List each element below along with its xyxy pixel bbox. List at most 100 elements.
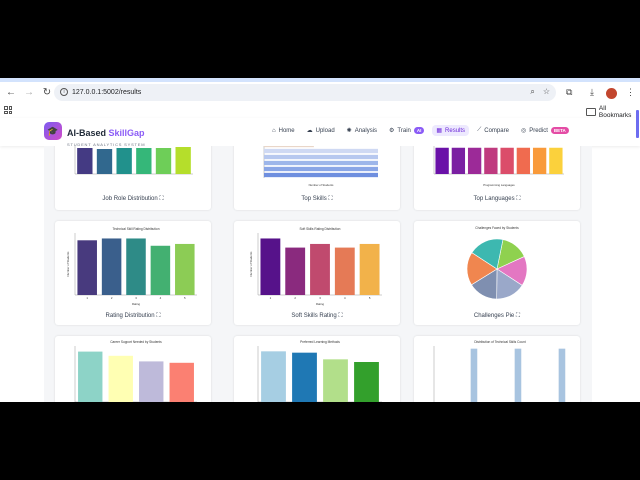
caption-top-skills[interactable]: Top Skills ⛶ xyxy=(234,196,400,203)
apps-grid-icon[interactable] xyxy=(4,106,12,114)
all-bookmarks[interactable]: All Bookmarks xyxy=(586,105,640,119)
bar xyxy=(77,148,93,174)
bar xyxy=(354,362,379,402)
predict-icon: ◎ xyxy=(520,128,527,134)
bar xyxy=(467,147,482,174)
home-icon: ⌂ xyxy=(272,127,276,134)
address-bar-row: ← → ↻ i 127.0.0.1:5002/results ⌕ ☆ ⧉ ⤓ ⋮ xyxy=(0,82,640,103)
card-career-support: Career Support Needed by Students xyxy=(55,336,211,402)
back-icon[interactable]: ← xyxy=(6,87,16,98)
forward-icon[interactable]: → xyxy=(24,87,34,98)
y-axis-label: Number of Students xyxy=(66,251,70,276)
folder-icon xyxy=(586,108,596,116)
nav-item-predict[interactable]: ◎ Predict BETA xyxy=(517,125,573,136)
zoom-icon[interactable]: ⌕ xyxy=(530,87,535,96)
all-bookmarks-label: All Bookmarks xyxy=(598,105,632,119)
nav-item-results[interactable]: ▦ Results xyxy=(432,125,470,136)
caption-job-role[interactable]: Job Role Distribution ⛶ xyxy=(55,196,211,203)
chart-title: Career Support Needed by Students xyxy=(110,340,162,344)
browser-window: ← → ↻ i 127.0.0.1:5002/results ⌕ ☆ ⧉ ⤓ ⋮… xyxy=(0,78,640,402)
tick-label: 3 xyxy=(135,296,137,300)
expand-icon[interactable]: ⛶ xyxy=(338,313,343,319)
chart-title: Soft Skills Rating Distribution xyxy=(300,227,341,231)
graduation-cap-icon[interactable]: 🎓 xyxy=(44,122,62,140)
nav-label: Analysis xyxy=(354,127,378,134)
top-languages-chart: Programming Languages xyxy=(424,146,570,188)
nav-label: Compare xyxy=(484,127,509,134)
nav-item-home[interactable]: ⌂ Home xyxy=(268,125,299,136)
tick-label: 4 xyxy=(344,296,346,300)
address-input[interactable]: i 127.0.0.1:5002/results ⌕ ☆ xyxy=(54,84,556,101)
card-top-skills: Number of Students Top Skills ⛶ xyxy=(234,146,400,210)
bar xyxy=(310,243,330,295)
x-axis-label: Number of Students xyxy=(309,183,334,187)
bar xyxy=(264,154,378,160)
profile-avatar[interactable] xyxy=(606,88,617,99)
nav-badge: AI xyxy=(413,127,425,134)
job-role-label: Job Role Distribution xyxy=(102,196,158,202)
bar xyxy=(150,245,171,295)
expand-icon[interactable]: ⛶ xyxy=(159,196,164,202)
bar xyxy=(549,147,563,174)
card-learning-methods: Preferred Learning Methods xyxy=(234,336,400,402)
nav-label: Results xyxy=(445,127,466,134)
nav-badge: BETA xyxy=(550,127,569,134)
challenges-chart: Challenges Faced by Students xyxy=(422,223,572,307)
card-rating: Technical Skill Rating Distribution 1 2 3 4 5… xyxy=(55,221,211,325)
rating-chart: Technical Skill Rating Distribution 1 2 3 4 5… xyxy=(63,223,203,307)
bar xyxy=(175,147,191,174)
nav-item-compare[interactable]: ⟋ Compare xyxy=(473,125,513,136)
expand-icon[interactable]: ⛶ xyxy=(515,313,521,319)
tick-label: 1 xyxy=(86,296,88,300)
bookmark-star-icon[interactable]: ☆ xyxy=(542,87,550,96)
top-languages-label: Top Languages xyxy=(473,196,515,202)
cloud-upload-icon: ☁ xyxy=(306,128,313,134)
bar xyxy=(500,147,514,174)
bar xyxy=(108,355,133,402)
brain-icon: ✺ xyxy=(346,128,352,134)
x-axis-label: Programming Languages xyxy=(483,183,515,187)
url-text: 127.0.0.1:5002/results xyxy=(72,89,142,96)
scrollbar[interactable] xyxy=(636,110,639,138)
tick-label: 2 xyxy=(111,296,113,300)
menu-dots-icon[interactable]: ⋮ xyxy=(626,87,635,97)
card-top-languages: Programming Languages Top Languages ⛶ xyxy=(414,146,580,210)
histogram-bar xyxy=(558,348,566,402)
bar xyxy=(264,160,378,166)
soft-skills-label: Soft Skills Rating xyxy=(291,313,337,319)
reload-icon[interactable]: ↻ xyxy=(42,87,52,98)
nav-label: Predict xyxy=(529,127,548,134)
chart-title: Preferred Learning Methods xyxy=(300,340,340,344)
expand-icon[interactable]: ⛶ xyxy=(156,313,161,319)
bar xyxy=(260,238,281,295)
robot-icon: ⚙ xyxy=(389,128,395,134)
download-icon[interactable]: ⤓ xyxy=(590,87,594,97)
nav-label: Train xyxy=(397,127,411,134)
bookmarks-bar: All Bookmarks xyxy=(0,103,640,119)
caption-challenges[interactable]: Challenges Pie ⛶ xyxy=(414,313,580,320)
nav-item-train[interactable]: ⚙ Train AI xyxy=(385,125,428,136)
brand[interactable]: AI-Based SkillGap STUDENT ANALYTICS SYST… xyxy=(67,123,145,147)
histogram-bar xyxy=(514,348,522,402)
tick-label: 3 xyxy=(319,296,321,300)
expand-icon[interactable]: ⛶ xyxy=(516,196,521,202)
bar xyxy=(126,238,146,295)
bar xyxy=(78,351,103,402)
site-info-icon[interactable]: i xyxy=(60,88,68,96)
nav-label: Home xyxy=(278,127,295,134)
caption-top-languages[interactable]: Top Languages ⛶ xyxy=(414,196,580,203)
nav-item-upload[interactable]: ☁ Upload xyxy=(303,125,339,136)
caption-rating[interactable]: Rating Distribution ⛶ xyxy=(55,313,211,320)
expand-icon[interactable]: ⛶ xyxy=(328,196,333,202)
card-job-role: Job Role Distribution ⛶ xyxy=(55,146,211,210)
y-axis-label: Number of Students xyxy=(249,251,253,276)
brand-subtitle: STUDENT ANALYTICS SYSTEM xyxy=(67,142,146,147)
nav-item-analysis[interactable]: ✺ Analysis xyxy=(343,125,381,136)
bar xyxy=(116,148,132,174)
caption-soft-skills[interactable]: Soft Skills Rating ⛶ xyxy=(234,313,400,320)
soft-skills-chart: Soft Skills Rating Distribution 1 2 3 4 5 Rati… xyxy=(246,223,388,307)
extensions-icon[interactable]: ⧉ xyxy=(566,87,573,97)
bar xyxy=(101,238,122,295)
bar xyxy=(516,147,531,174)
bar xyxy=(435,147,449,174)
